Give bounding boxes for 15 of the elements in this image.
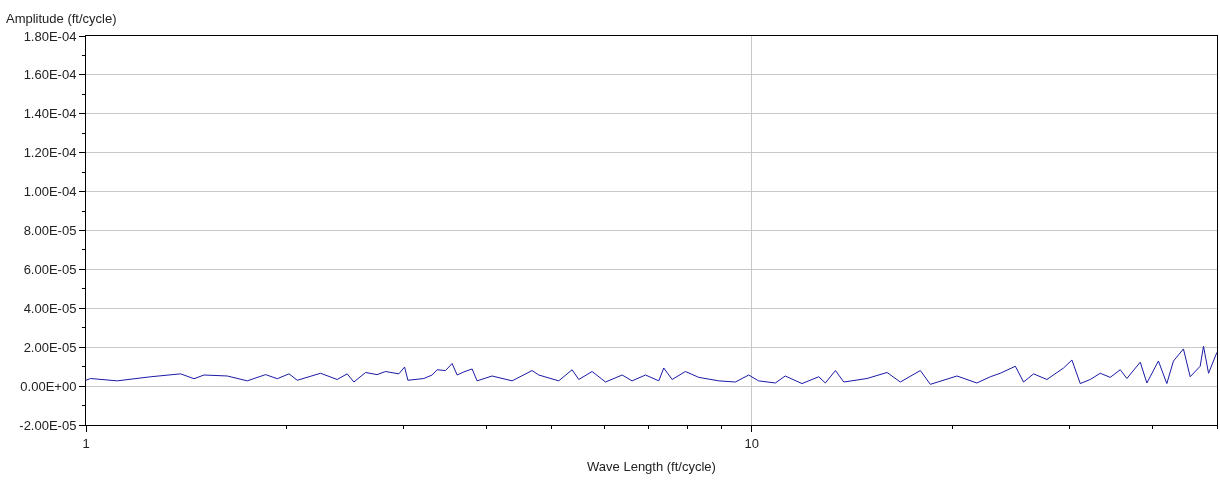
y-tick-label: 6.00E-05: [23, 261, 77, 277]
y-tick-label: 0.00E+00: [20, 378, 77, 394]
x-axis-title: Wave Length (ft/cycle): [587, 459, 716, 475]
y-tick-label: 2.00E-05: [23, 339, 77, 355]
y-tick-label: 1.20E-04: [23, 145, 77, 161]
y-tick-label: 8.00E-05: [23, 223, 77, 239]
y-tick-label: 1.60E-04: [23, 67, 77, 83]
y-tick-label: 1.80E-04: [23, 28, 77, 44]
y-axis-title: Amplitude (ft/cycle): [6, 11, 117, 26]
y-tick-label: 1.00E-04: [23, 184, 77, 200]
y-tick-label: 1.40E-04: [23, 106, 77, 122]
x-tick-label: 10: [744, 435, 759, 451]
y-tick-label: -2.00E-05: [19, 417, 77, 433]
y-tick-label: 4.00E-05: [23, 300, 77, 316]
x-tick-label: 1: [82, 435, 90, 451]
